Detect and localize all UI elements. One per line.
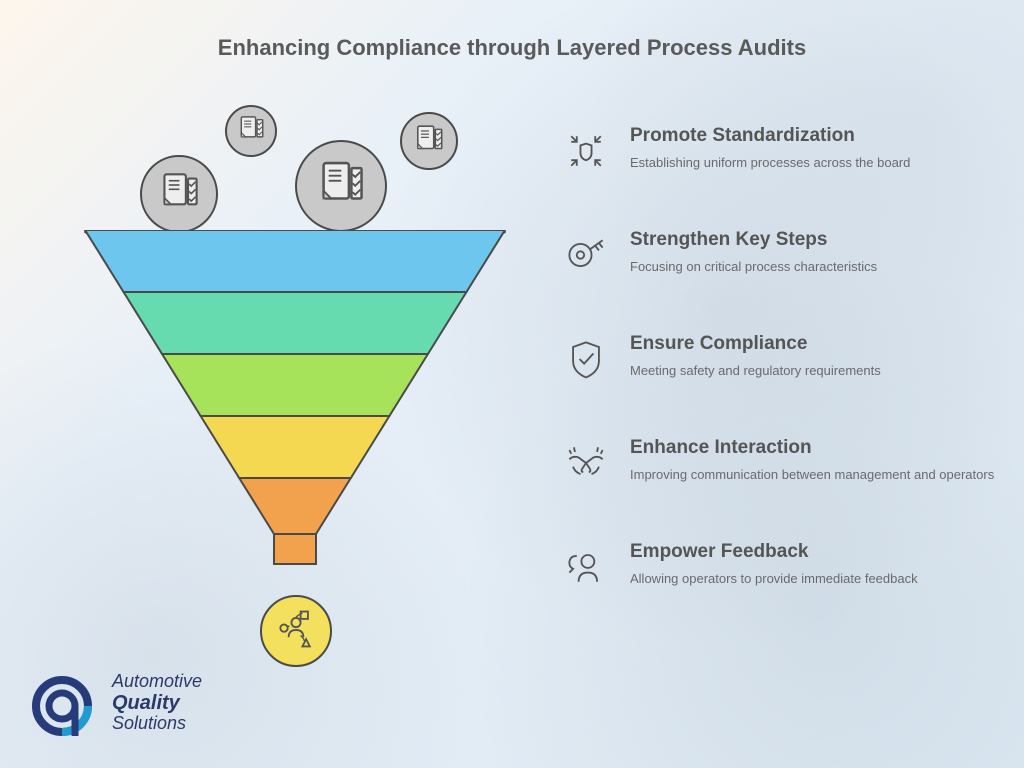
item-text: Promote Standardization Establishing uni… — [630, 125, 910, 172]
item-text: Ensure Compliance Meeting safety and reg… — [630, 333, 881, 380]
funnel-band — [85, 230, 505, 292]
list-item: Empower Feedback Allowing operators to p… — [560, 541, 1000, 593]
document-checklist-icon — [316, 158, 367, 214]
shield-arrows-icon — [560, 125, 612, 177]
funnel-diagram — [70, 100, 520, 660]
funnel-output — [260, 595, 332, 667]
input-doc — [225, 105, 277, 157]
item-title: Empower Feedback — [630, 541, 918, 563]
handshake-icon — [560, 437, 612, 489]
funnel-neck — [274, 534, 316, 564]
funnel-input-docs — [70, 100, 520, 230]
logo-text: Automotive Quality Solutions — [112, 672, 202, 734]
item-title: Enhance Interaction — [630, 437, 994, 459]
logo-line3: Solutions — [112, 714, 202, 734]
shield-check-icon — [560, 333, 612, 385]
item-desc: Focusing on critical process characteris… — [630, 259, 877, 276]
item-desc: Meeting safety and regulatory requiremen… — [630, 363, 881, 380]
document-checklist-icon — [413, 123, 445, 160]
item-title: Strengthen Key Steps — [630, 229, 877, 251]
list-item: Ensure Compliance Meeting safety and reg… — [560, 333, 1000, 385]
funnel-band — [124, 292, 467, 354]
document-checklist-icon — [158, 170, 201, 218]
key-circle-icon — [560, 229, 612, 281]
list-item: Promote Standardization Establishing uni… — [560, 125, 1000, 177]
items-list: Promote Standardization Establishing uni… — [560, 125, 1000, 645]
logo-mark — [30, 668, 100, 738]
person-feedback-icon — [560, 541, 612, 593]
funnel-svg — [70, 230, 520, 630]
item-text: Strengthen Key Steps Focusing on critica… — [630, 229, 877, 276]
person-shapes-icon — [273, 606, 319, 657]
item-desc: Allowing operators to provide immediate … — [630, 571, 918, 588]
document-checklist-icon — [237, 114, 266, 148]
input-doc — [400, 112, 458, 170]
item-text: Empower Feedback Allowing operators to p… — [630, 541, 918, 588]
funnel-band — [162, 354, 428, 416]
item-title: Ensure Compliance — [630, 333, 881, 355]
list-item: Enhance Interaction Improving communicat… — [560, 437, 1000, 489]
brand-logo: Automotive Quality Solutions — [30, 668, 202, 738]
item-desc: Establishing uniform processes across th… — [630, 155, 910, 172]
funnel-band — [239, 478, 351, 534]
item-text: Enhance Interaction Improving communicat… — [630, 437, 994, 484]
logo-line2: Quality — [112, 692, 202, 714]
item-title: Promote Standardization — [630, 125, 910, 147]
funnel-band — [201, 416, 390, 478]
logo-line1: Automotive — [112, 672, 202, 692]
input-doc — [295, 140, 387, 232]
list-item: Strengthen Key Steps Focusing on critica… — [560, 229, 1000, 281]
input-doc — [140, 155, 218, 233]
page-title: Enhancing Compliance through Layered Pro… — [0, 35, 1024, 61]
item-desc: Improving communication between manageme… — [630, 467, 994, 484]
